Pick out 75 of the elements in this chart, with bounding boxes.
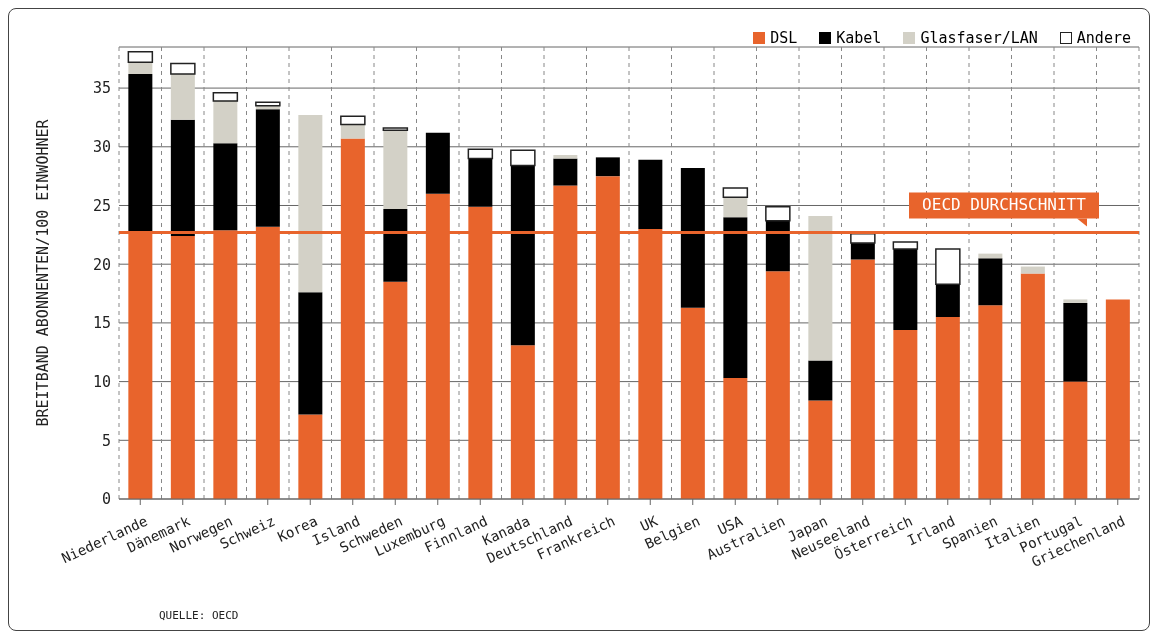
- bar: [212, 92, 239, 102]
- bar: [553, 155, 578, 159]
- y-tick-label: 20: [92, 255, 111, 274]
- bar: [467, 148, 494, 160]
- y-tick-label: 35: [92, 79, 111, 98]
- bar: [978, 305, 1003, 499]
- bar: [935, 317, 960, 499]
- bar: [510, 149, 536, 167]
- bar: [765, 205, 791, 222]
- bar: [298, 115, 323, 293]
- bar: [723, 217, 748, 379]
- y-tick-label: 5: [101, 431, 111, 450]
- bar: [255, 109, 280, 227]
- bar: [298, 414, 323, 499]
- bar: [340, 124, 365, 139]
- y-tick-label: 25: [92, 196, 111, 215]
- bar: [723, 197, 748, 218]
- bar: [510, 345, 535, 499]
- bar: [383, 130, 408, 210]
- bar: [765, 271, 790, 499]
- bar: [383, 281, 408, 499]
- bar: [127, 50, 154, 64]
- bar: [892, 241, 919, 250]
- y-tick-label: 15: [92, 314, 111, 333]
- bar: [723, 378, 748, 499]
- bar: [850, 259, 875, 499]
- y-tick-label: 0: [101, 490, 111, 509]
- bar: [595, 157, 620, 177]
- bar: [170, 236, 195, 499]
- legend-label: Andere: [1075, 29, 1131, 47]
- bar: [170, 74, 195, 120]
- bar: [1063, 381, 1088, 499]
- bar: [1020, 273, 1045, 499]
- bar: [935, 284, 960, 318]
- bar: [722, 187, 749, 199]
- bar: [638, 159, 663, 229]
- bar: [510, 165, 535, 346]
- legend-label: DSL: [769, 29, 798, 47]
- bar: [170, 62, 196, 75]
- legend-label: Kabel: [835, 29, 882, 47]
- y-tick-label: 10: [92, 372, 111, 391]
- bar: [935, 248, 961, 285]
- bar: [128, 62, 153, 74]
- bar: [1020, 266, 1045, 274]
- bar: [808, 400, 833, 499]
- bar: [850, 232, 876, 244]
- y-tick-label: 30: [92, 138, 111, 157]
- bar: [680, 307, 705, 499]
- legend-label: Glasfaser/LAN: [919, 29, 1038, 47]
- bar: [808, 360, 833, 401]
- bar: [298, 292, 323, 415]
- bar: [340, 115, 366, 126]
- bar: [170, 119, 195, 237]
- bar: [680, 167, 705, 308]
- bar: [893, 329, 918, 499]
- bar: [1063, 302, 1088, 382]
- bar: [255, 101, 281, 107]
- ref-line-label: OECD DURCHSCHNITT: [922, 195, 1087, 215]
- bar: [425, 132, 450, 194]
- bar: [850, 243, 875, 260]
- bar: [893, 248, 918, 330]
- bar: [553, 158, 578, 186]
- bar: [213, 143, 238, 231]
- bar: [978, 258, 1003, 306]
- bar: [765, 220, 790, 272]
- bar: [808, 216, 833, 361]
- bar: [382, 127, 409, 132]
- y-axis-title: BREITBAND ABONNENTEN/100 EINWOHNER: [33, 118, 52, 427]
- bar: [1063, 299, 1088, 303]
- bar: [383, 209, 408, 282]
- bar: [1105, 299, 1130, 499]
- source-note: QUELLE: OECD: [159, 609, 239, 622]
- bar: [468, 158, 493, 207]
- bar: [128, 74, 153, 234]
- bar: [213, 101, 238, 144]
